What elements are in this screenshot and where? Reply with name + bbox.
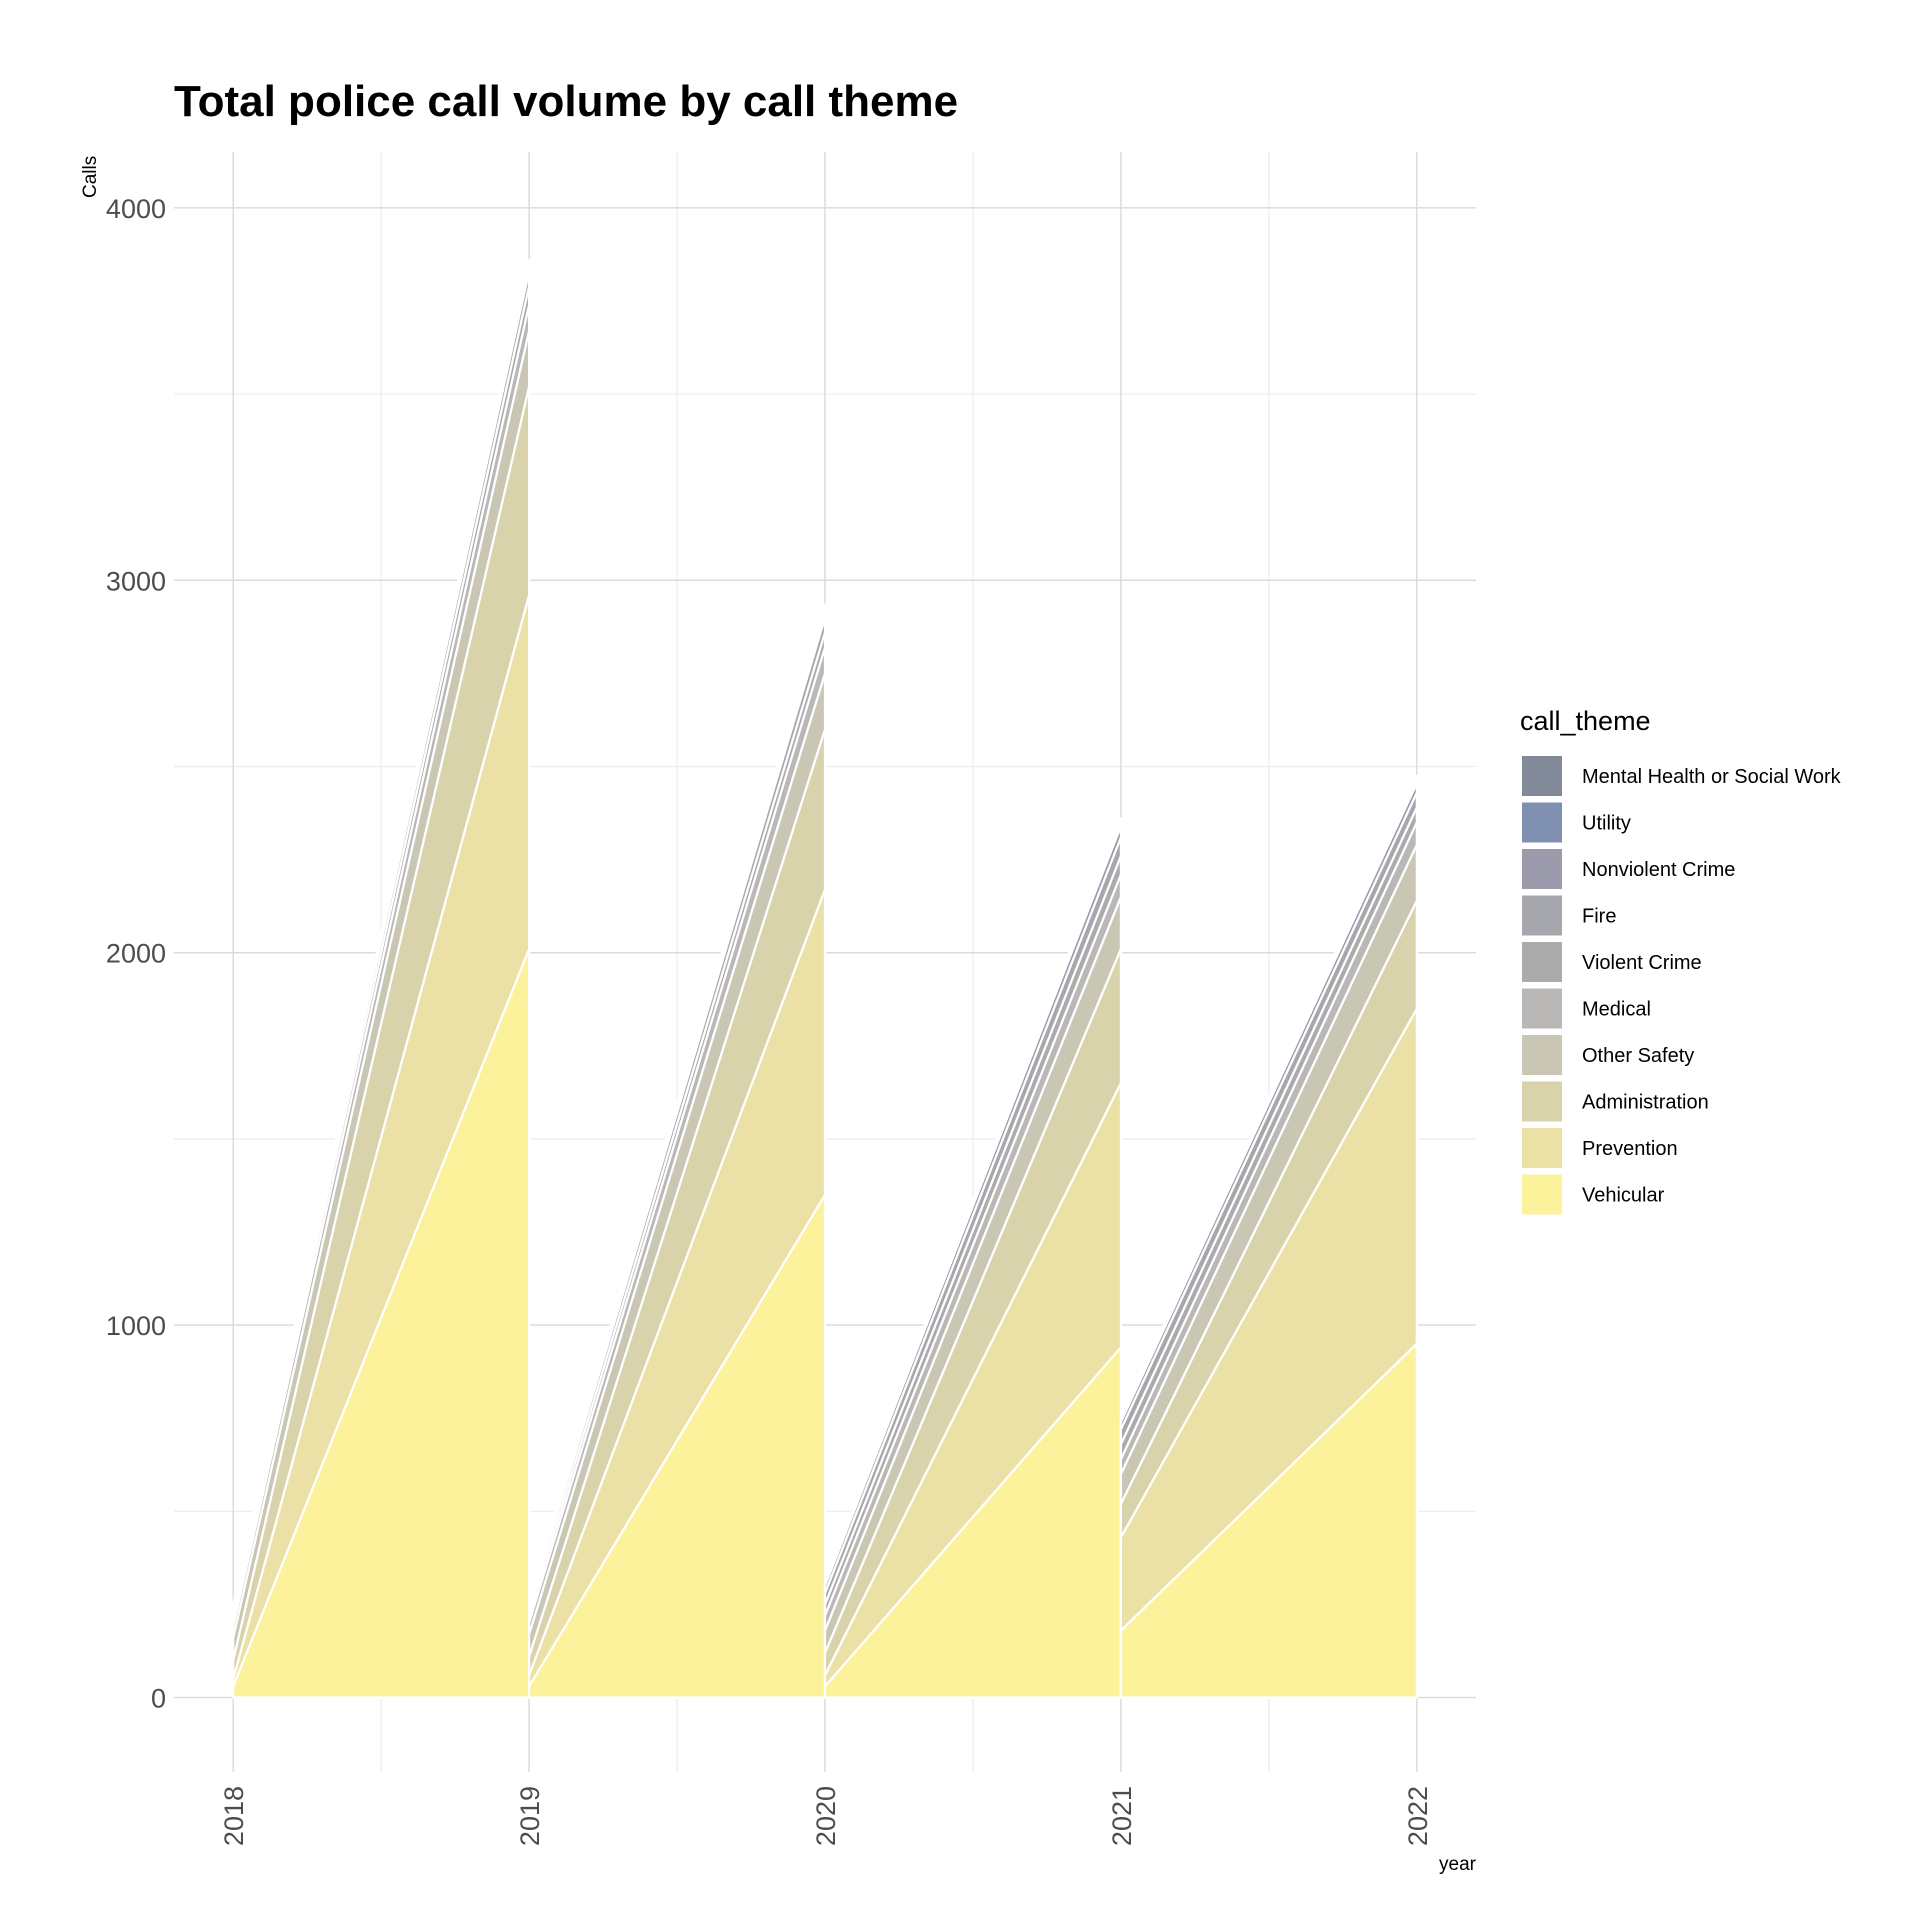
y-tick-label: 4000 (106, 194, 166, 224)
legend-label: Prevention (1582, 1138, 1678, 1160)
legend-swatch (1522, 942, 1562, 982)
x-axis: 2018 2019 2020 2021 2022 (219, 1786, 1433, 1846)
y-axis-title: Calls (80, 156, 101, 198)
legend-swatch (1522, 1035, 1562, 1075)
x-tick-label: 2018 (219, 1786, 249, 1846)
legend-swatch (1522, 756, 1562, 796)
x-tick-label: 2021 (1107, 1786, 1137, 1846)
y-axis: 0 1000 2000 3000 4000 (106, 194, 166, 1714)
legend-label: Utility (1582, 813, 1631, 835)
chart-title: Total police call volume by call theme (174, 77, 958, 126)
legend-swatch (1522, 1081, 1562, 1122)
y-tick-label: 1000 (106, 1311, 166, 1341)
legend-label: Fire (1582, 906, 1616, 928)
x-tick-label: 2022 (1403, 1786, 1433, 1846)
area-mental-health-or-social-work-2018 (232, 258, 531, 1608)
x-tick-label: 2019 (515, 1786, 545, 1846)
legend-label: Other Safety (1582, 1045, 1694, 1067)
area-mental-health-or-social-work-2021 (1119, 774, 1418, 1422)
legend-label: Mental Health or Social Work (1582, 766, 1842, 788)
legend-label: Administration (1582, 1092, 1709, 1114)
x-axis-title: year (1439, 1854, 1477, 1875)
y-tick-label: 3000 (106, 566, 166, 596)
legend-label: Nonviolent Crime (1582, 859, 1735, 881)
area-mental-health-or-social-work-2019 (527, 603, 827, 1604)
area-series (232, 258, 1418, 1699)
legend-title: call_theme (1520, 706, 1651, 736)
legend-label: Vehicular (1582, 1185, 1665, 1207)
legend-swatch (1522, 895, 1562, 936)
legend-label: Medical (1582, 999, 1651, 1021)
legend-swatch (1522, 1174, 1562, 1215)
area-mental-health-or-social-work-2020 (823, 817, 1123, 1586)
y-tick-label: 2000 (106, 939, 166, 969)
y-tick-label: 0 (151, 1684, 166, 1714)
legend-swatch (1522, 802, 1562, 843)
legend: call_theme Mental Health or Social Work U… (1520, 706, 1842, 1215)
x-tick-label: 2020 (811, 1786, 841, 1846)
legend-swatch (1522, 1128, 1562, 1168)
legend-swatch (1522, 988, 1562, 1029)
legend-label: Violent Crime (1582, 952, 1702, 974)
legend-swatch (1522, 849, 1562, 889)
